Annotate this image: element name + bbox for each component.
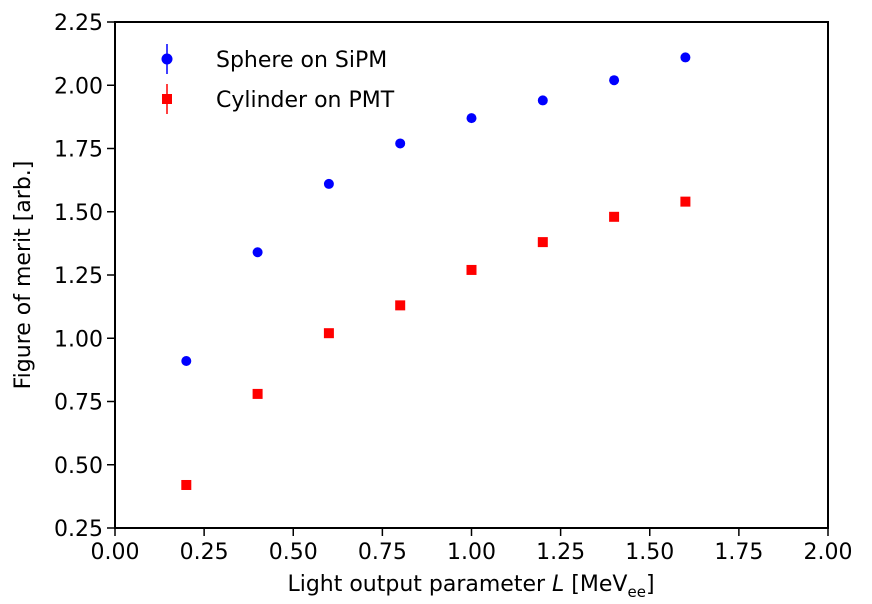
- data-point-sphere: [323, 178, 334, 189]
- data-point-sphere: [395, 138, 406, 149]
- x-tick-label: 0.00: [91, 540, 140, 565]
- legend: Sphere on SiPM Cylinder on PMT: [161, 44, 395, 114]
- data-point-cylinder: [537, 237, 548, 248]
- data-point-sphere: [680, 52, 691, 63]
- x-tick-label: 1.00: [447, 540, 496, 565]
- data-point-cylinder: [609, 211, 620, 222]
- y-tick-label: 0.25: [54, 517, 103, 542]
- y-tick-label: 2.00: [54, 74, 103, 99]
- plot-frame: [114, 21, 829, 529]
- x-tick-label: 0.50: [269, 540, 318, 565]
- legend-marker-cylinder: [162, 94, 172, 104]
- data-point-cylinder: [395, 300, 406, 311]
- y-axis-label: Figure of merit [arb.]: [11, 161, 36, 390]
- data-point-sphere: [181, 356, 192, 367]
- legend-marker-sphere: [161, 53, 173, 65]
- x-tick-label: 0.75: [358, 540, 407, 565]
- y-tick-label: 2.25: [54, 11, 103, 36]
- data-point-sphere: [466, 113, 477, 124]
- y-tick-label: 1.00: [54, 327, 103, 352]
- y-tick-label: 0.75: [54, 391, 103, 416]
- x-tick-label: 1.50: [625, 540, 674, 565]
- x-tick-label: 1.25: [536, 540, 585, 565]
- y-tick-label: 0.50: [54, 454, 103, 479]
- legend-label-sphere: Sphere on SiPM: [216, 48, 387, 73]
- y-tick-label: 1.50: [54, 201, 103, 226]
- data-series: [181, 52, 691, 490]
- data-point-sphere: [252, 247, 263, 258]
- x-axis-label: Light output parameter L [MeVee]: [287, 572, 654, 601]
- data-point-sphere: [537, 95, 548, 106]
- axis-ticks: 0.00 0.25 0.50 0.75 1.00 1.25 1.50 1.75 2.000.25…: [54, 11, 852, 565]
- x-tick-label: 2.00: [804, 540, 853, 565]
- x-tick-label: 1.75: [714, 540, 763, 565]
- y-tick-label: 1.25: [54, 264, 103, 289]
- x-tick-label: 0.25: [180, 540, 229, 565]
- data-point-cylinder: [323, 328, 334, 339]
- y-tick-label: 1.75: [54, 138, 103, 163]
- data-point-cylinder: [181, 479, 192, 490]
- legend-label-cylinder: Cylinder on PMT: [216, 88, 395, 113]
- data-point-cylinder: [252, 388, 263, 399]
- data-point-cylinder: [466, 264, 477, 275]
- data-point-cylinder: [680, 196, 691, 207]
- data-point-sphere: [609, 75, 620, 86]
